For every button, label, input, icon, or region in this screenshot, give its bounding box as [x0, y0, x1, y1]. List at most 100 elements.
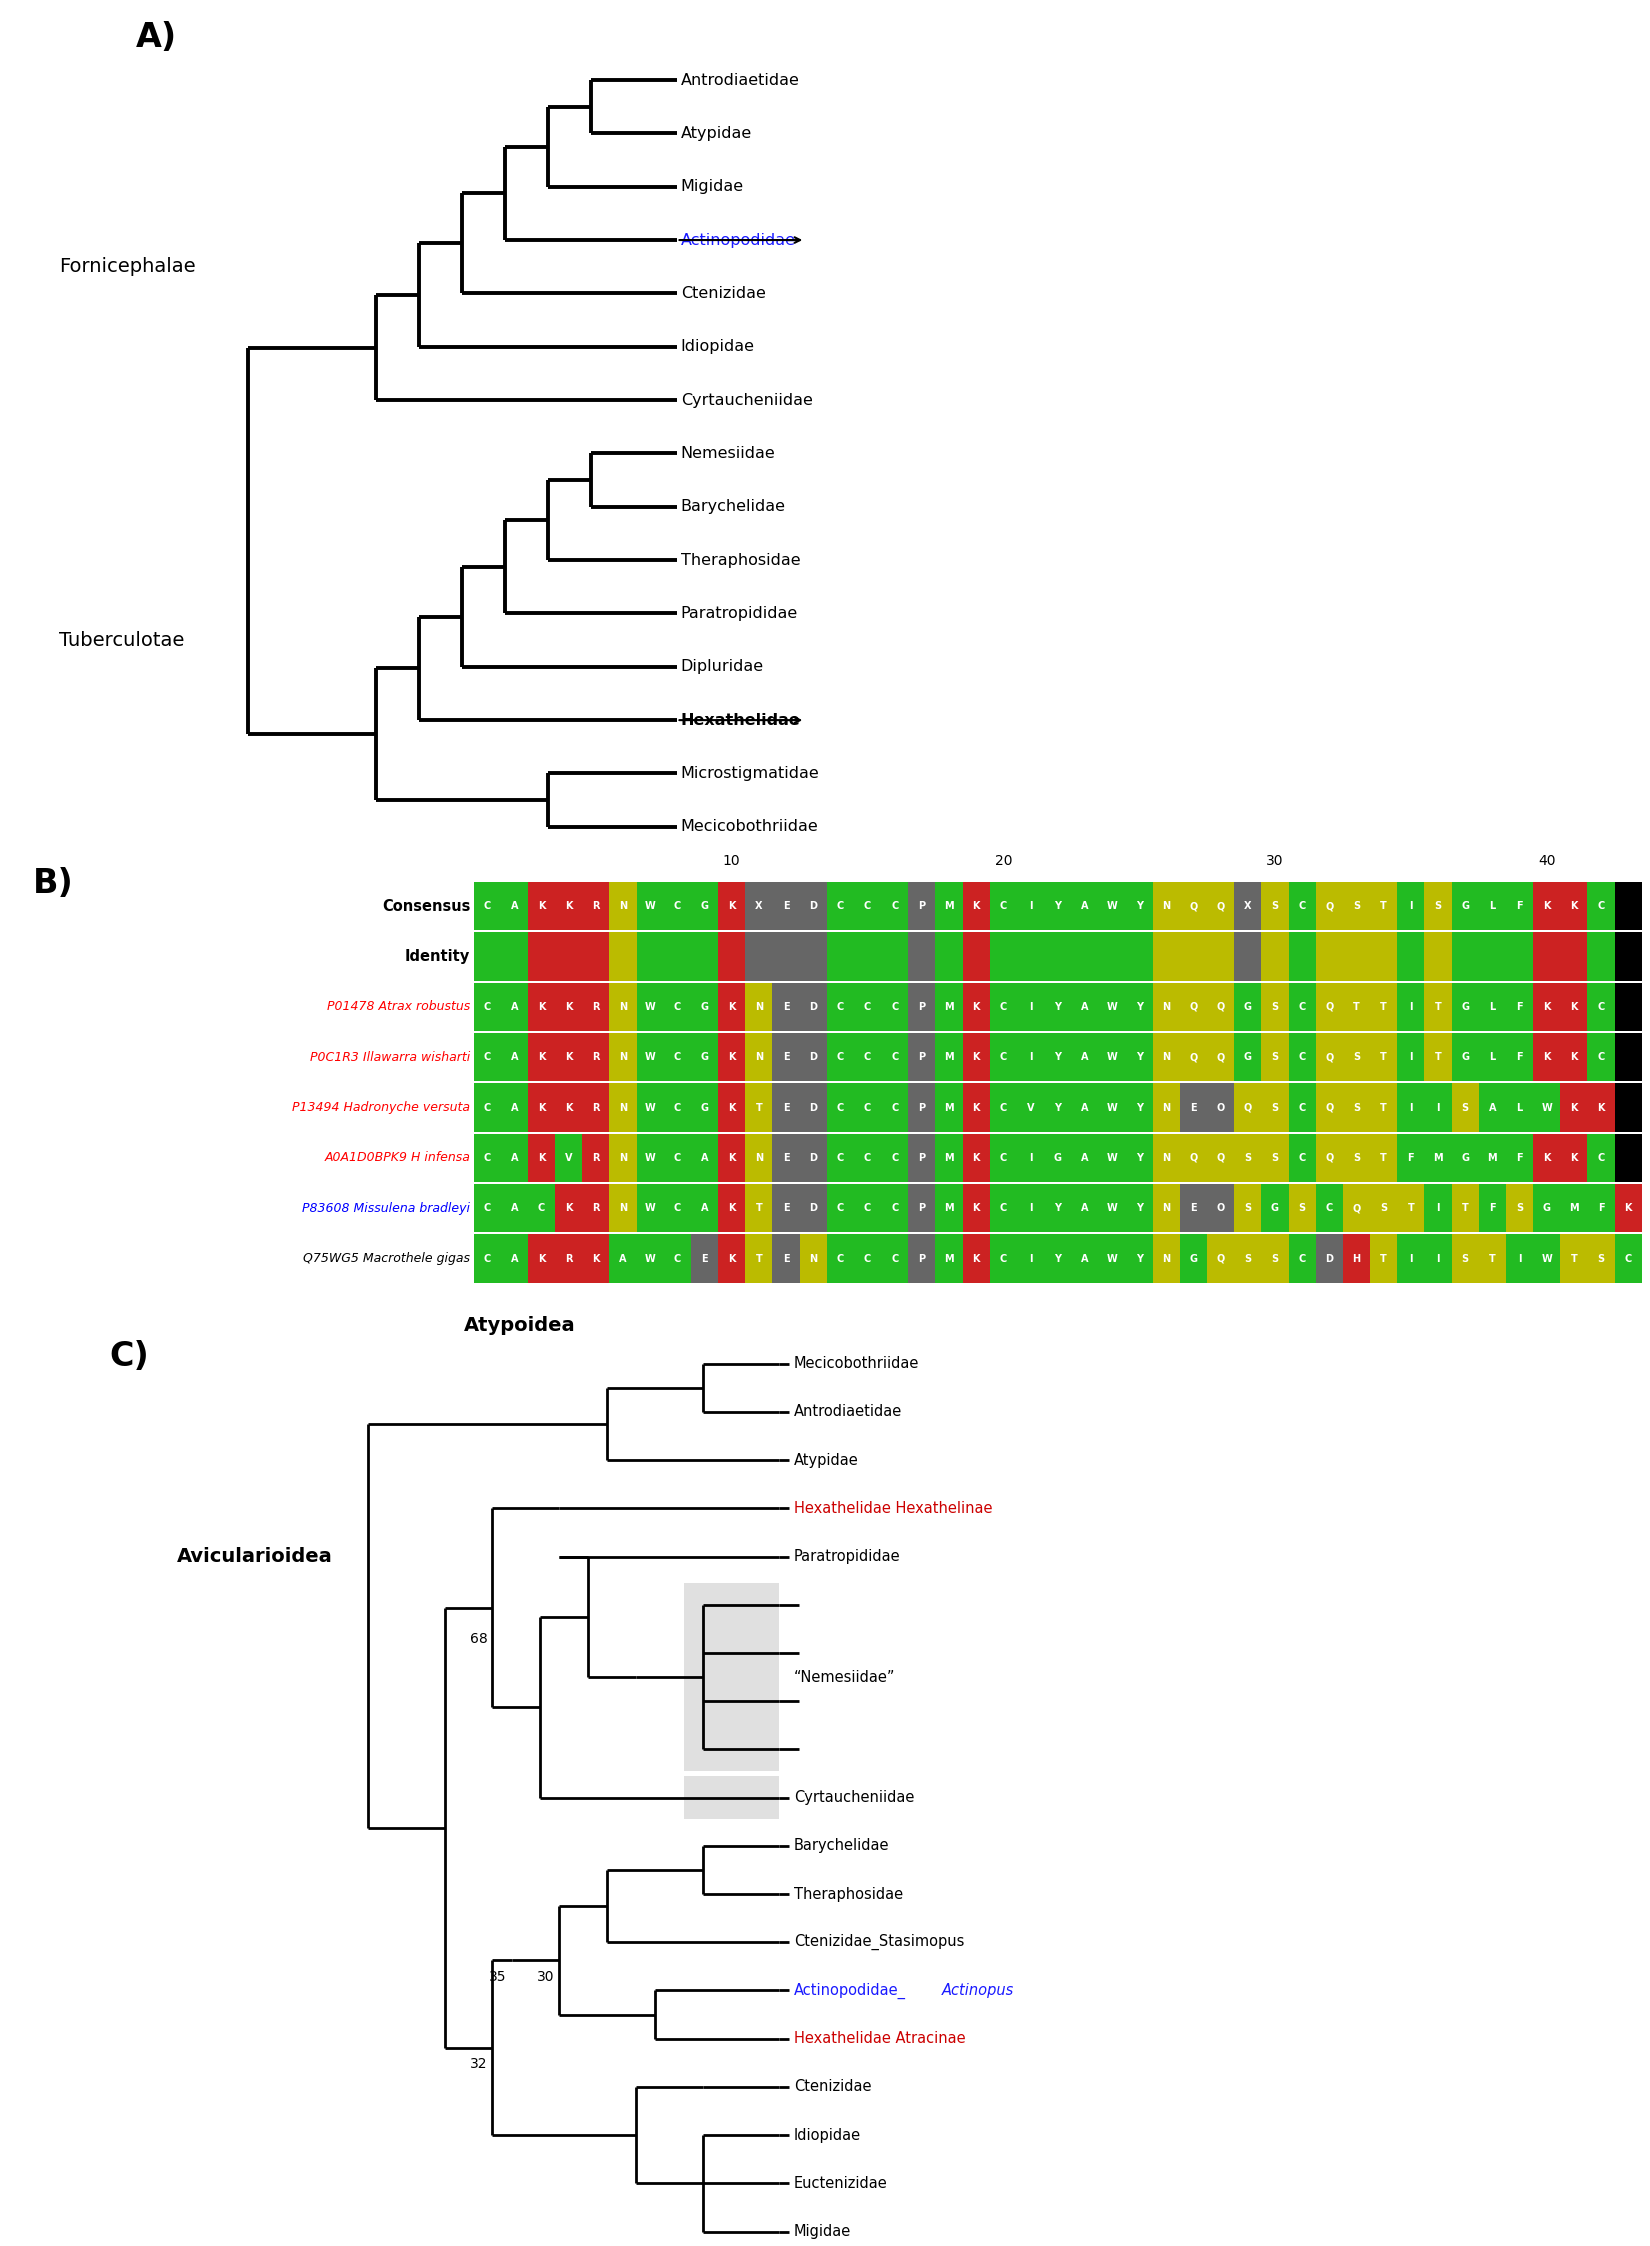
Text: C: C [673, 901, 681, 912]
Text: C: C [891, 901, 898, 912]
Bar [1071, 1235, 1099, 1282]
Text: A: A [701, 1204, 708, 1213]
Text: G: G [1054, 1152, 1061, 1163]
Text: 32: 32 [470, 2057, 488, 2071]
Bar [1044, 932, 1071, 982]
Bar [936, 1083, 962, 1132]
Bar [1370, 1184, 1398, 1233]
Bar [1153, 1083, 1180, 1132]
Text: C: C [1000, 901, 1006, 912]
Bar [718, 1083, 746, 1132]
Text: T: T [1434, 1051, 1442, 1062]
Text: K: K [1571, 1152, 1577, 1163]
Bar [1533, 1235, 1561, 1282]
Text: C: C [865, 1051, 871, 1062]
Bar [1208, 982, 1234, 1031]
Text: A: A [1081, 1002, 1089, 1011]
Bar [1234, 932, 1261, 982]
Text: D: D [808, 1103, 817, 1112]
Text: Y: Y [1135, 1152, 1143, 1163]
Text: G: G [1270, 1204, 1279, 1213]
Bar [500, 1235, 528, 1282]
Text: A: A [701, 1152, 708, 1163]
Bar [609, 883, 637, 930]
Text: A: A [1488, 1103, 1497, 1112]
Bar [1208, 883, 1234, 930]
Text: I: I [1028, 1051, 1033, 1062]
Text: Identity: Identity [404, 948, 470, 964]
Text: O: O [1216, 1103, 1224, 1112]
Text: K: K [728, 1002, 736, 1011]
Text: R: R [592, 1152, 599, 1163]
Text: C: C [1597, 901, 1604, 912]
Bar [1343, 1033, 1370, 1080]
Text: Q: Q [1325, 1152, 1333, 1163]
Bar [1180, 982, 1208, 1031]
Text: A: A [510, 1253, 518, 1264]
Text: C: C [891, 1002, 898, 1011]
Text: Q: Q [1190, 1051, 1198, 1062]
Bar [827, 982, 855, 1031]
Bar [1153, 1134, 1180, 1181]
Bar [1125, 1184, 1153, 1233]
Text: E: E [1190, 1204, 1196, 1213]
Bar [855, 932, 881, 982]
Text: V: V [564, 1152, 573, 1163]
Bar [1478, 883, 1506, 930]
Text: R: R [592, 1002, 599, 1011]
Bar [1478, 982, 1506, 1031]
Bar [962, 1184, 990, 1233]
Bar [855, 1235, 881, 1282]
Text: C: C [1625, 1253, 1632, 1264]
Text: K: K [972, 1253, 980, 1264]
Text: A: A [1081, 1253, 1089, 1264]
Bar [1289, 1083, 1315, 1132]
Text: Ctenizidae: Ctenizidae [681, 285, 766, 301]
Bar [609, 982, 637, 1031]
Text: C: C [837, 901, 843, 912]
Bar [1153, 1184, 1180, 1233]
Bar [855, 883, 881, 930]
Text: Y: Y [1054, 1253, 1061, 1264]
Text: S: S [1353, 1103, 1360, 1112]
Bar [474, 1083, 500, 1132]
Bar [746, 1184, 772, 1233]
Text: Paratropididae: Paratropididae [681, 606, 799, 620]
Bar [908, 1134, 936, 1181]
Bar [1424, 883, 1452, 930]
Text: N: N [619, 1204, 627, 1213]
Bar [1587, 1083, 1615, 1132]
Text: Cyrtaucheniidae: Cyrtaucheniidae [794, 1790, 914, 1806]
Text: A: A [1081, 1051, 1089, 1062]
Bar [637, 1033, 663, 1080]
Text: C: C [865, 1103, 871, 1112]
Text: T: T [1434, 1002, 1442, 1011]
Text: S: S [1272, 1253, 1279, 1264]
Text: C: C [1597, 1152, 1604, 1163]
Text: C: C [1299, 1103, 1305, 1112]
Text: C: C [865, 1002, 871, 1011]
Bar [1561, 982, 1587, 1031]
Text: D: D [808, 1002, 817, 1011]
Text: S: S [1244, 1152, 1251, 1163]
Text: Idiopidae: Idiopidae [794, 2127, 861, 2143]
Text: V: V [1026, 1103, 1035, 1112]
Bar [1153, 982, 1180, 1031]
Text: N: N [754, 1051, 762, 1062]
Bar [962, 1083, 990, 1132]
Text: “Nemesiidae”: “Nemesiidae” [794, 1669, 896, 1684]
Text: W: W [1107, 1002, 1117, 1011]
Text: S: S [1462, 1103, 1468, 1112]
Text: M: M [944, 1204, 954, 1213]
Text: R: R [592, 1204, 599, 1213]
Text: C: C [538, 1204, 544, 1213]
Bar [881, 1033, 908, 1080]
Text: Hexathelidae: Hexathelidae [681, 712, 800, 728]
Bar [1587, 982, 1615, 1031]
Bar [1125, 982, 1153, 1031]
Bar [691, 982, 718, 1031]
Bar [990, 1184, 1016, 1233]
Bar [1424, 932, 1452, 982]
Text: E: E [782, 1253, 789, 1264]
Text: K: K [1543, 1051, 1551, 1062]
